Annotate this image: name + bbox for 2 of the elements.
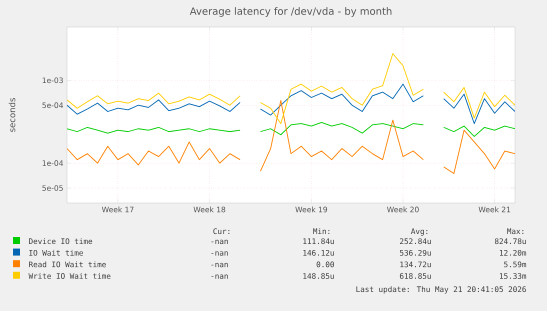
y-axis-title: seconds: [8, 98, 16, 132]
chart-title: Average latency for /dev/vda - by month: [190, 7, 392, 17]
